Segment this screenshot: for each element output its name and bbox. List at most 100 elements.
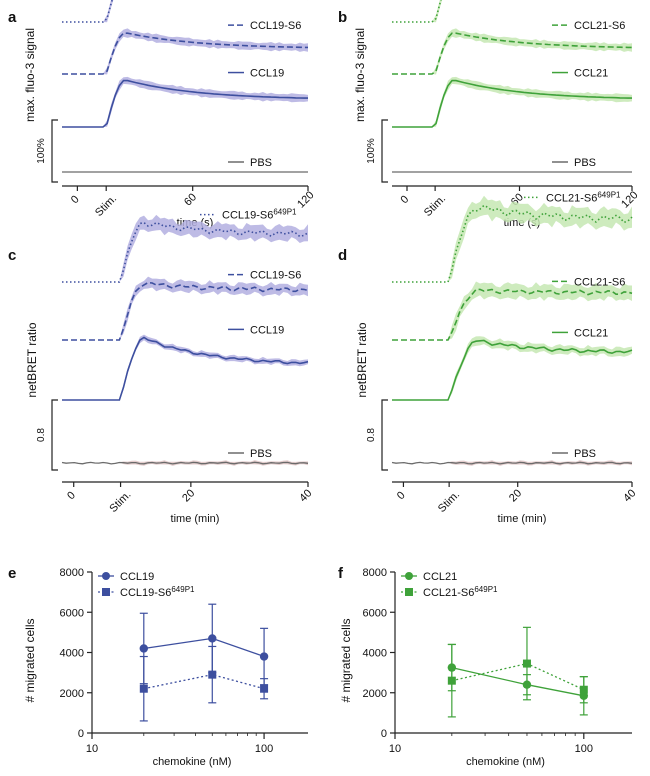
x-tick-label: 40 xyxy=(621,487,638,504)
x-tick-label: 20 xyxy=(507,487,524,504)
legend-label: CCL19-S6 xyxy=(250,270,301,282)
legend-marker xyxy=(102,588,110,596)
panel-e: e 0 2000 4000 6000 8000 10 100 chemokine (nM) # m… xyxy=(8,565,308,768)
y-tick-label: 2000 xyxy=(60,688,84,700)
legend-label: PBS xyxy=(574,448,596,460)
x-tick-label: 0 xyxy=(65,489,78,502)
series-line xyxy=(392,32,632,75)
x-tick-label: 0 xyxy=(69,193,82,206)
panel-letter: c xyxy=(8,247,16,264)
y-axis-label: max. fluo-3 signal xyxy=(23,28,37,122)
error-band xyxy=(392,195,632,282)
series-d-0: CCL21-S6649P1 xyxy=(392,190,633,283)
series-d-1: CCL21-S6 xyxy=(392,276,633,341)
legend-marker xyxy=(405,588,413,596)
series-line xyxy=(61,461,309,465)
x-axis-label: time (min) xyxy=(498,513,547,525)
y-tick-label: 2000 xyxy=(363,688,387,700)
data-point xyxy=(139,684,148,693)
x-tick-label: 100 xyxy=(575,743,593,755)
scale-bar xyxy=(381,119,388,183)
series-line xyxy=(143,673,265,690)
x-axis-label: chemokine (nM) xyxy=(466,756,545,768)
data-point xyxy=(260,684,269,693)
legend-label-main: CCL19-S6 xyxy=(222,210,273,222)
series-line xyxy=(391,461,633,465)
series-line xyxy=(62,0,114,23)
legend-label: CCL21-S6 xyxy=(574,20,625,32)
error-band xyxy=(392,281,632,340)
legend-label: CCL19 xyxy=(250,324,284,336)
series-c-3: PBS xyxy=(61,448,309,466)
legend-label-main: CCL19-S6 xyxy=(250,20,301,32)
error-band xyxy=(392,76,632,127)
legend-label: CCL19 xyxy=(250,68,284,80)
series-line xyxy=(392,339,633,401)
legend-label: CCL19-S6649P1 xyxy=(222,208,297,222)
legend-label: CCL19 xyxy=(120,571,154,583)
scale-bar-label: 0.8 xyxy=(36,428,47,442)
legend-label: CCL19-S6 xyxy=(250,20,301,32)
series-d-2: CCL21 xyxy=(392,327,633,401)
panel-letter: e xyxy=(8,565,16,582)
error-band xyxy=(62,334,308,400)
legend-label-main: CCL21 xyxy=(423,571,457,583)
series-c-1: CCL19-S6 xyxy=(62,270,309,341)
legend-marker xyxy=(405,572,413,580)
series-line xyxy=(62,32,308,75)
stim-label: Stim. xyxy=(93,193,119,219)
series-line xyxy=(143,637,265,658)
panel-letter: f xyxy=(338,565,344,582)
x-tick-label: 20 xyxy=(180,487,197,504)
legend-label: PBS xyxy=(250,157,272,169)
x-tick-label: 120 xyxy=(619,189,640,210)
series-line xyxy=(62,79,308,128)
x-tick-label: 0 xyxy=(398,193,411,206)
legend-label-main: CCL21 xyxy=(574,327,608,339)
series-line xyxy=(451,666,584,697)
legend-label-sup: 649P1 xyxy=(597,190,621,199)
series-line xyxy=(62,281,309,341)
series-a-2: CCL19 xyxy=(62,68,308,128)
y-axis-label: netBRET ratio xyxy=(25,322,39,397)
legend-label-main: PBS xyxy=(250,157,272,169)
y-tick-label: 0 xyxy=(78,728,84,740)
data-point xyxy=(579,685,588,694)
series-line xyxy=(392,0,442,23)
legend-label-sup: 649P1 xyxy=(474,585,498,594)
panel-letter: d xyxy=(338,247,347,264)
legend-label-main: PBS xyxy=(250,448,272,460)
series-b-1: CCL21-S6 xyxy=(392,20,632,75)
panel-f: f 0 2000 4000 6000 8000 10 100 chemokine (nM) # m… xyxy=(338,565,632,768)
data-point xyxy=(522,659,531,668)
y-axis-label: max. fluo-3 signal xyxy=(353,28,367,122)
legend-label: CCL19-S6649P1 xyxy=(120,585,195,599)
error-band xyxy=(62,0,308,23)
legend-label-main: PBS xyxy=(574,448,596,460)
series-c-0: CCL19-S6649P1 xyxy=(62,208,309,283)
error-band xyxy=(62,276,308,340)
data-point xyxy=(259,652,269,661)
series-e-1: CCL19-S6649P1 xyxy=(98,585,269,722)
stim-label: Stim. xyxy=(422,193,448,219)
series-b-2: CCL21 xyxy=(392,68,632,128)
legend-label-main: CCL21-S6 xyxy=(574,20,625,32)
error-band xyxy=(62,76,308,127)
scale-bar xyxy=(381,399,388,471)
legend-label: CCL21-S6 xyxy=(574,276,625,288)
panel-d: d netBRET ratio 0.8 0 20 40 Stim. time (min) CCL… xyxy=(338,190,638,525)
x-tick-label: 100 xyxy=(255,743,273,755)
panel-letter: a xyxy=(8,9,17,26)
series-line xyxy=(62,336,309,401)
error-band xyxy=(62,214,308,282)
error-band xyxy=(392,336,632,400)
scale-bar-label: 100% xyxy=(36,138,47,164)
data-point xyxy=(139,644,148,653)
legend-label-main: CCL19 xyxy=(120,571,154,583)
legend-label-main: CCL21-S6 xyxy=(546,192,597,204)
y-tick-label: 4000 xyxy=(363,648,387,660)
series-line xyxy=(62,221,309,283)
data-point xyxy=(447,676,456,685)
series-d-3: PBS xyxy=(391,448,633,466)
